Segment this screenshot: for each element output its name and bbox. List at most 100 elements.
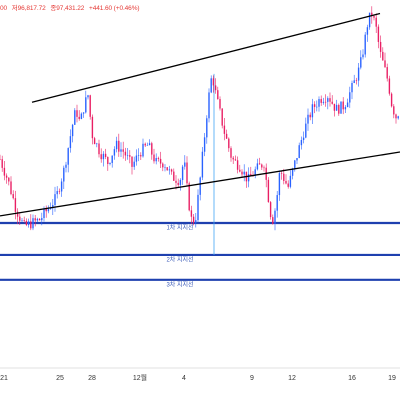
candle-body-161 [353, 80, 355, 83]
candle-body-4 [8, 177, 10, 182]
candle-body-114 [250, 173, 252, 176]
candle-body-79 [173, 171, 175, 181]
candle-body-176 [386, 67, 388, 79]
candle-body-150 [329, 98, 331, 102]
candle-body-20 [43, 208, 45, 219]
candle-body-143 [313, 104, 316, 107]
candle-body-151 [331, 101, 333, 104]
candle-body-111 [243, 171, 245, 175]
candle-body-12 [25, 220, 28, 225]
candle-body-80 [175, 180, 177, 183]
x-tick-label-2: 28 [88, 375, 96, 382]
candle-body-122 [267, 179, 270, 203]
candle-body-82 [179, 180, 182, 185]
candle-body-32 [69, 136, 72, 149]
candle-body-93 [203, 137, 206, 152]
candle-body-177 [388, 78, 391, 94]
candle-body-155 [340, 101, 342, 114]
candle-body-60 [131, 156, 133, 167]
candle-body-66 [144, 143, 146, 146]
candle-body-174 [382, 51, 384, 61]
candle-body-101 [221, 108, 223, 126]
candle-body-158 [346, 102, 349, 108]
candle-body-146 [320, 99, 322, 103]
candle-body-156 [342, 101, 344, 110]
candle-body-24 [52, 205, 54, 209]
candle-body-7 [14, 198, 17, 212]
candle-body-107 [234, 159, 237, 161]
candle-body-49 [107, 156, 109, 164]
ohlc-readout: 00 저96,817.72 종97,431.22 +441.60 (+0.46%… [0, 2, 142, 12]
candle-body-126 [276, 195, 278, 211]
candle-body-11 [23, 220, 25, 221]
x-tick-label-1: 25 [56, 375, 64, 382]
candle-body-115 [252, 175, 254, 177]
candle-body-78 [170, 169, 173, 172]
candle-body-35 [76, 110, 78, 117]
candle-body-160 [351, 82, 353, 93]
candle-body-13 [27, 221, 30, 225]
candle-body-25 [54, 194, 56, 206]
candle-body-95 [208, 92, 210, 119]
candle-body-98 [214, 85, 217, 91]
x-tick-label-7: 16 [348, 375, 356, 382]
candle-body-141 [309, 114, 311, 118]
candle-body-171 [375, 17, 377, 27]
candle-body-62 [135, 155, 138, 162]
candle-body-59 [129, 155, 131, 157]
candle-body-104 [228, 138, 230, 149]
candle-body-96 [210, 78, 212, 93]
x-tick-label-3: 12월 [133, 373, 147, 382]
ohlc-high: 저96,817.72 [11, 5, 46, 12]
candle-body-48 [104, 153, 107, 157]
candle-body-167 [366, 27, 369, 35]
candle-body-133 [291, 168, 294, 176]
candle-body-123 [269, 202, 272, 218]
candle-body-5 [10, 181, 12, 195]
ohlc-change: +441.60 (+0.46%) [89, 5, 140, 12]
candle-body-152 [333, 103, 336, 111]
candle-body-136 [298, 145, 300, 159]
candle-body-181 [397, 116, 399, 119]
candle-body-26 [56, 191, 58, 195]
candle-body-129 [283, 173, 285, 181]
candle-body-37 [80, 113, 83, 119]
candle-body-9 [19, 216, 21, 221]
candle-body-10 [21, 220, 23, 221]
candle-body-149 [327, 98, 329, 102]
candle-body-154 [338, 104, 340, 114]
candle-body-145 [318, 99, 320, 107]
candle-body-22 [47, 208, 50, 212]
candle-body-63 [137, 155, 140, 156]
candle-body-137 [300, 139, 303, 146]
candle-body-119 [261, 164, 263, 168]
candle-body-159 [349, 92, 351, 103]
candle-body-69 [151, 143, 153, 155]
candle-body-47 [102, 153, 105, 160]
candle-body-105 [230, 148, 232, 158]
candle-body-109 [239, 169, 241, 172]
candle-body-172 [377, 26, 380, 42]
candle-body-50 [109, 162, 111, 164]
candle-body-17 [36, 218, 39, 221]
candle-body-57 [124, 151, 127, 156]
x-tick-label-8: 19 [388, 375, 396, 382]
candle-body-40 [87, 95, 89, 98]
candle-body-54 [118, 140, 120, 152]
candle-body-99 [217, 90, 219, 100]
candle-body-128 [280, 173, 283, 174]
candle-body-33 [71, 124, 74, 137]
candle-body-118 [258, 163, 261, 165]
candle-body-94 [206, 118, 208, 138]
candle-body-21 [45, 208, 47, 212]
candle-body-90 [197, 194, 199, 221]
candle-body-58 [126, 155, 129, 156]
candle-body-30 [65, 164, 67, 168]
trendline-1 [31, 12, 381, 103]
candle-body-16 [34, 218, 36, 221]
candle-body-178 [390, 93, 393, 107]
candle-body-39 [85, 97, 87, 113]
candle-body-153 [335, 104, 338, 111]
